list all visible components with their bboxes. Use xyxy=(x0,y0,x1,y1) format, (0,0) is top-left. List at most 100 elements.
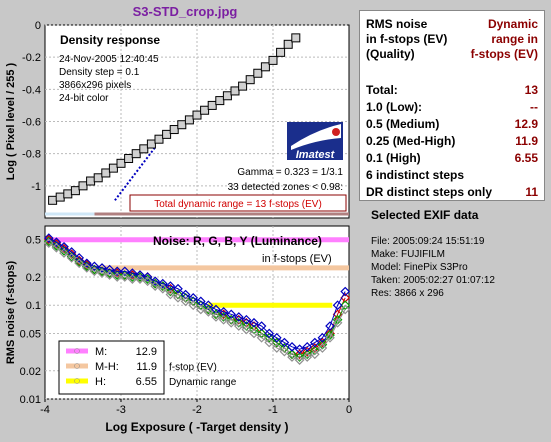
noise-b-point xyxy=(173,283,183,294)
gamma-fit-line xyxy=(114,146,156,201)
density-point xyxy=(108,163,118,173)
density-point xyxy=(253,68,263,78)
noise-b-point xyxy=(104,264,115,275)
noise-b-point xyxy=(233,312,244,322)
density-point xyxy=(154,134,164,144)
noise-y-point xyxy=(180,296,191,307)
noise-y-point xyxy=(195,304,206,315)
density-point xyxy=(230,86,240,96)
density-point xyxy=(283,39,293,49)
noise-y-point xyxy=(150,281,161,291)
noise-b-point xyxy=(294,344,305,355)
noise-b-point xyxy=(112,266,123,277)
noise-y-point xyxy=(89,266,100,277)
stat-value: 12.9 xyxy=(514,117,538,131)
exif-line: Res: 3866 x 296 xyxy=(371,288,444,299)
noise-b-point xyxy=(81,258,92,269)
noise-g-point xyxy=(325,330,335,340)
noise-b-point xyxy=(74,253,85,263)
stat-label: 0.1 (High) xyxy=(366,151,421,165)
noise-b-point xyxy=(332,300,343,311)
density-point xyxy=(131,149,141,159)
x-tick-label: -2 xyxy=(192,404,202,416)
noise-g-point xyxy=(294,352,305,362)
noise-r-point xyxy=(81,259,92,270)
y-tick-label: -0.8 xyxy=(22,149,41,161)
noise-y-point xyxy=(309,349,320,360)
density-point xyxy=(169,125,179,135)
noise-b-point xyxy=(97,263,107,273)
noise-y-point xyxy=(135,274,145,284)
noise-b-point xyxy=(157,278,168,289)
density-point xyxy=(48,195,58,205)
stat-value: 13 xyxy=(524,83,538,97)
y-tick-label: 0.05 xyxy=(20,328,41,340)
y-tick-label: -0.6 xyxy=(22,117,41,129)
density-point xyxy=(86,176,96,186)
legend-label: H: xyxy=(95,376,106,388)
stat-label: DR distinct steps only xyxy=(366,185,493,199)
noise-b-point xyxy=(302,341,313,352)
density-point xyxy=(162,129,172,139)
x-tick-label: -4 xyxy=(40,404,50,416)
x-tick-label: -1 xyxy=(268,404,278,416)
noise-y-point xyxy=(317,343,328,353)
noise-y-point xyxy=(59,248,69,258)
density-point xyxy=(93,173,103,183)
noise-g-point xyxy=(165,286,176,297)
stats-panel: RMS noise in f-stops (EV) (Quality) Dyna… xyxy=(359,10,545,201)
y-tick-label: 0.1 xyxy=(26,300,41,312)
noise-b-point xyxy=(264,328,275,339)
noise-b-point xyxy=(249,317,259,328)
noise-g-point xyxy=(271,337,282,348)
noise-y-point xyxy=(249,328,259,339)
exif-title: Selected EXIF data xyxy=(371,208,479,222)
noise-g-point xyxy=(203,304,214,315)
imatest-logo: Imatest xyxy=(287,122,343,161)
y-tick-label: -0.4 xyxy=(22,84,41,96)
noise-r-point xyxy=(294,349,305,360)
info-line: 24-bit color xyxy=(59,93,109,104)
noise-subtitle: in f-stops (EV) xyxy=(262,253,332,265)
chart-title: Density response xyxy=(60,33,160,47)
noise-y-point xyxy=(340,304,351,315)
noise-y-point xyxy=(287,352,297,362)
noise-y-point xyxy=(294,355,305,365)
noise-b-point xyxy=(256,321,267,331)
stat-row: Total: 13 xyxy=(366,83,538,98)
density-point xyxy=(238,81,248,91)
dr-header-3: f-stops (EV) xyxy=(470,47,538,61)
y-tick-label: 0 xyxy=(35,20,41,32)
density-point xyxy=(101,168,111,178)
noise-chart: 0.5 0.2 0.1 0.05 0.02 0.01-4 -3 -2 -1 0 RMS noise … xyxy=(5,225,352,434)
zones-text: 33 detected zones < 0.98: xyxy=(228,182,343,193)
noise-y-point xyxy=(211,312,221,322)
noise-y-point xyxy=(127,274,138,284)
stat-label: 0.5 (Medium) xyxy=(366,117,440,131)
noise-y-point xyxy=(51,242,62,253)
noise-g-point xyxy=(119,270,130,280)
density-point xyxy=(78,181,88,191)
y-tick-label: -1 xyxy=(31,181,41,193)
noise-title: Noise: R, G, B, Y (Luminance) xyxy=(153,234,322,248)
noise-y-point xyxy=(271,343,282,353)
noise-g-point xyxy=(66,251,77,262)
stat-row: 0.25 (Med-High) 11.9 xyxy=(366,134,538,149)
x-axis-label: Log Exposure ( -Target density ) xyxy=(105,420,288,434)
noise-b-point xyxy=(340,286,351,297)
noise-y-point xyxy=(241,324,252,335)
x-tick-label: -3 xyxy=(116,404,126,416)
y-axis-label: RMS noise (f-stops) xyxy=(5,261,17,365)
stat-row: 6 indistinct steps xyxy=(366,168,538,183)
legend-value: 6.55 xyxy=(136,376,157,388)
total-dr-box xyxy=(129,194,347,212)
noise-b-point xyxy=(203,300,214,311)
noise-g-point xyxy=(74,257,85,267)
density-point xyxy=(116,158,126,168)
noise-y-point xyxy=(165,289,176,300)
stat-row: 0.1 (High) 6.55 xyxy=(366,151,538,166)
density-point xyxy=(276,47,286,57)
noise-b-point xyxy=(127,268,138,278)
noise-y-point xyxy=(112,272,123,282)
